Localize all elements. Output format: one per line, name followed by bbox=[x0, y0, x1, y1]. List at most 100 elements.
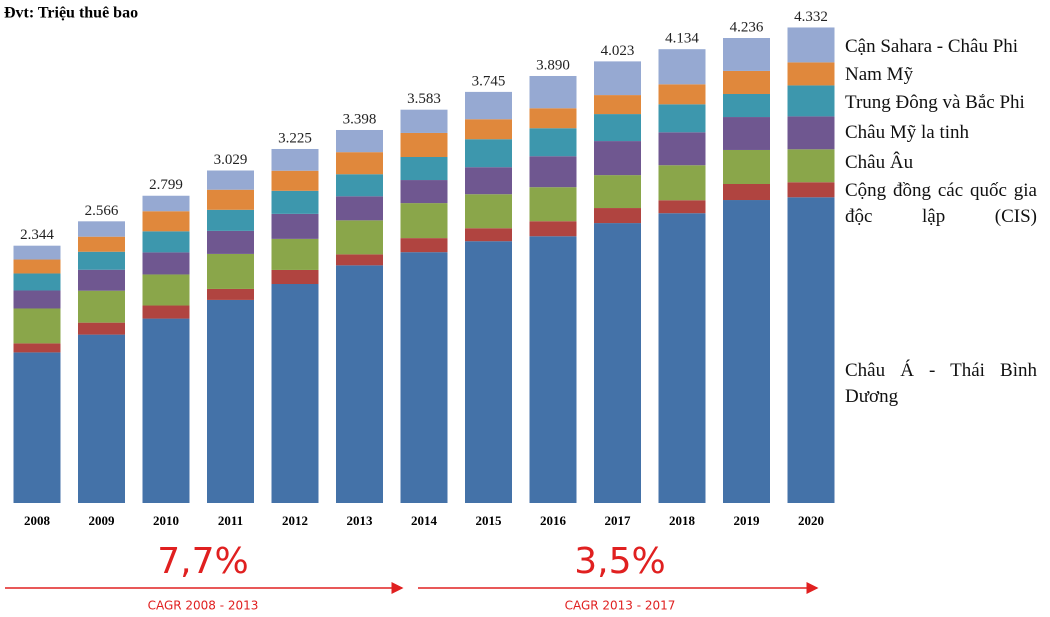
bar-segment bbox=[723, 149, 770, 185]
bar-segment bbox=[13, 308, 61, 344]
bar-segment bbox=[465, 119, 512, 140]
bar-segment bbox=[142, 274, 190, 306]
bar-segment bbox=[207, 209, 254, 231]
bar-segment bbox=[207, 189, 254, 210]
bar-segment bbox=[465, 194, 512, 229]
bar-segment bbox=[142, 252, 190, 275]
bar-segment bbox=[723, 117, 770, 150]
legend-entry: Châu Âu bbox=[845, 152, 914, 173]
bar-segment bbox=[594, 141, 641, 176]
bar-segment bbox=[594, 223, 641, 504]
x-tick-label: 2010 bbox=[153, 513, 179, 528]
bar-segment bbox=[13, 290, 61, 309]
bar-segment bbox=[78, 269, 125, 291]
bar-segment bbox=[465, 167, 512, 195]
bar-segment bbox=[594, 175, 641, 209]
bar-segment bbox=[723, 200, 770, 503]
legend-entry: Cộng đồng các quốc gia độc lập (CIS) bbox=[845, 180, 1037, 227]
legend-entry: Nam Mỹ bbox=[845, 64, 914, 85]
total-label: 4.332 bbox=[794, 9, 828, 25]
bar-segment bbox=[787, 27, 835, 63]
bar-segment bbox=[529, 236, 577, 504]
total-label: 3.745 bbox=[472, 73, 506, 89]
bar-segment bbox=[658, 104, 706, 133]
bar-segment bbox=[78, 290, 125, 323]
bar-segment bbox=[271, 238, 319, 270]
bar-segment bbox=[400, 252, 448, 503]
total-label: 2.344 bbox=[20, 227, 54, 243]
bar-segment bbox=[142, 211, 190, 232]
bar-segment bbox=[594, 95, 641, 115]
bar-segment bbox=[529, 128, 577, 157]
bar-segment bbox=[336, 254, 383, 266]
total-label: 3.225 bbox=[278, 130, 312, 146]
bar-segment bbox=[658, 213, 706, 503]
bar-segment bbox=[400, 203, 448, 239]
bar-segment bbox=[78, 251, 125, 270]
bar-segment bbox=[529, 156, 577, 188]
bar-segment bbox=[658, 200, 706, 214]
bar-segment bbox=[787, 85, 835, 117]
x-tick-label: 2020 bbox=[798, 513, 824, 528]
total-label: 3.029 bbox=[214, 152, 248, 168]
bar-segment bbox=[787, 149, 835, 183]
bar-segment bbox=[207, 288, 254, 300]
bar-segment bbox=[336, 265, 383, 503]
bar-segment bbox=[207, 299, 254, 503]
bar-segment bbox=[594, 114, 641, 142]
bar-segment bbox=[529, 221, 577, 237]
bar-segment bbox=[13, 259, 61, 274]
bar-segment bbox=[13, 352, 61, 503]
bar-segment bbox=[13, 343, 61, 353]
x-tick-label: 2011 bbox=[218, 513, 243, 528]
total-label: 4.236 bbox=[730, 19, 764, 35]
x-tick-label: 2013 bbox=[347, 513, 374, 528]
total-label: 2.566 bbox=[85, 203, 119, 219]
total-label: 3.583 bbox=[407, 91, 441, 107]
bar-segment bbox=[13, 273, 61, 291]
bar-segment bbox=[336, 129, 383, 153]
cagr-value: 3,5% bbox=[574, 541, 665, 582]
bar-segment bbox=[400, 109, 448, 133]
bar-segment bbox=[594, 208, 641, 224]
bar-segment bbox=[465, 139, 512, 168]
bar-segment bbox=[658, 49, 706, 85]
legend-entry: Châu Mỹ la tinh bbox=[845, 122, 970, 143]
bar-segment bbox=[529, 75, 577, 109]
x-tick-label: 2014 bbox=[411, 513, 438, 528]
cagr-value: 7,7% bbox=[157, 541, 248, 582]
bar-segment bbox=[207, 170, 254, 190]
bar-segment bbox=[142, 305, 190, 319]
bar-segment bbox=[723, 38, 770, 71]
bar-segment bbox=[78, 236, 125, 252]
bar-segment bbox=[271, 213, 319, 239]
bar-segment bbox=[336, 220, 383, 255]
bar-segment bbox=[271, 148, 319, 171]
total-label: 4.134 bbox=[665, 31, 699, 47]
bar-segment bbox=[400, 238, 448, 253]
x-tick-label: 2019 bbox=[734, 513, 761, 528]
total-label: 3.398 bbox=[343, 111, 377, 127]
bar-segment bbox=[78, 322, 125, 335]
bar-segment bbox=[658, 132, 706, 166]
bar-segment bbox=[465, 241, 512, 503]
bar-segment bbox=[787, 116, 835, 150]
bar-segment bbox=[13, 245, 61, 260]
bar-segment bbox=[529, 187, 577, 222]
x-tick-label: 2008 bbox=[24, 513, 51, 528]
bar-segment bbox=[723, 184, 770, 201]
bar-segment bbox=[465, 91, 512, 120]
x-tick-label: 2017 bbox=[605, 513, 632, 528]
bar-segment bbox=[658, 84, 706, 105]
total-label: 2.799 bbox=[149, 177, 183, 193]
bar-segment bbox=[787, 197, 835, 503]
bar-segment bbox=[142, 195, 190, 212]
bar-segment bbox=[400, 156, 448, 181]
bar-segment bbox=[594, 61, 641, 96]
bar-segment bbox=[271, 190, 319, 214]
bar-segment bbox=[723, 70, 770, 94]
bar-segment bbox=[78, 334, 125, 503]
bar-segment bbox=[400, 132, 448, 157]
x-tick-label: 2015 bbox=[476, 513, 503, 528]
